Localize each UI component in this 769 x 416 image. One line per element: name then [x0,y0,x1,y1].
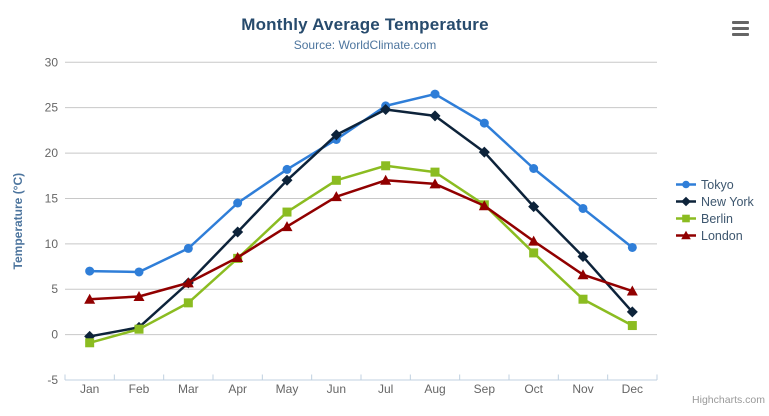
data-point-berlin[interactable] [282,207,292,217]
data-point-berlin[interactable] [529,248,539,258]
data-point-new-york[interactable] [528,201,540,213]
data-point-new-york[interactable] [429,110,441,122]
data-point-london[interactable] [330,191,342,202]
legend-label: Tokyo [701,177,734,192]
x-axis-label: Feb [129,382,150,396]
series-line-london[interactable] [89,179,633,301]
legend-item-berlin[interactable]: Berlin [676,210,754,227]
y-axis-label: 25 [45,101,59,115]
x-axis-label: Oct [524,382,543,396]
data-point-tokyo[interactable] [430,89,440,99]
data-point-london[interactable] [133,290,145,301]
legend-item-new-york[interactable]: New York [676,193,754,210]
data-point-tokyo[interactable] [233,198,243,208]
y-axis-label: -5 [47,373,58,387]
legend: Tokyo New York Berlin London [676,176,754,244]
data-point-berlin[interactable] [627,321,637,331]
y-axis-label: 20 [45,146,59,160]
y-axis-label: 10 [45,237,59,251]
data-point-berlin[interactable] [183,298,193,308]
data-point-london[interactable] [429,178,441,189]
y-axis-label: 30 [45,55,59,69]
series-line-tokyo[interactable] [89,92,634,274]
data-point-berlin[interactable] [134,324,144,334]
highcharts-credit-link[interactable]: Highcharts.com [692,394,765,406]
triangle-marker-icon [676,230,696,240]
data-point-tokyo[interactable] [282,164,292,174]
square-marker-icon [676,214,696,223]
legend-label: London [701,228,743,243]
hamburger-bar [732,33,749,36]
y-axis-label: 0 [51,328,58,342]
data-point-berlin[interactable] [430,167,440,177]
data-point-tokyo[interactable] [627,242,637,252]
data-point-london[interactable] [528,235,540,246]
data-point-london[interactable] [380,174,392,185]
x-axis-label: Jun [327,382,346,396]
data-point-new-york[interactable] [232,226,244,238]
x-axis-label: Jan [80,382,99,396]
y-axis-label: 5 [51,282,58,296]
data-point-london[interactable] [626,285,638,296]
y-axis-title: Temperature (°C) [11,173,25,270]
data-point-tokyo[interactable] [85,266,95,276]
chart-title: Monthly Average Temperature [241,15,489,34]
x-axis-label: Mar [178,382,199,396]
data-point-tokyo[interactable] [479,118,489,128]
data-point-tokyo[interactable] [183,243,193,253]
data-point-new-york[interactable] [380,104,392,116]
legend-item-london[interactable]: London [676,227,754,244]
data-point-tokyo[interactable] [578,203,588,213]
hamburger-bar [732,21,749,24]
data-point-berlin[interactable] [578,294,588,304]
x-axis-label: Dec [622,382,643,396]
data-point-london[interactable] [182,277,194,288]
legend-item-tokyo[interactable]: Tokyo [676,176,754,193]
x-axis-label: Aug [424,382,445,396]
diamond-marker-icon [676,196,696,207]
hamburger-icon[interactable] [732,21,749,36]
x-axis-label: Jul [378,382,393,396]
data-point-berlin[interactable] [85,338,95,348]
series-line-new-york[interactable] [89,108,634,338]
data-point-london[interactable] [84,293,96,304]
x-axis-label: Sep [474,382,496,396]
data-point-london[interactable] [281,221,293,232]
y-axis-label: 15 [45,191,59,205]
data-point-berlin[interactable] [381,161,391,171]
data-point-london[interactable] [232,251,244,262]
data-point-london[interactable] [478,200,490,211]
chart-subtitle: Source: WorldClimate.com [293,38,437,52]
data-point-tokyo[interactable] [529,164,539,174]
hamburger-bar [732,27,749,30]
data-point-new-york[interactable] [577,251,589,263]
data-point-new-york[interactable] [478,146,490,158]
data-point-london[interactable] [577,269,589,280]
data-point-new-york[interactable] [330,129,342,141]
x-axis-label: May [276,382,299,396]
data-point-new-york[interactable] [626,306,638,318]
data-point-tokyo[interactable] [134,267,144,277]
data-point-berlin[interactable] [331,175,341,185]
x-axis-label: Apr [228,382,247,396]
legend-label: New York [701,194,754,209]
circle-marker-icon [676,180,696,189]
legend-label: Berlin [701,211,733,226]
x-axis-label: Nov [572,382,593,396]
data-point-new-york[interactable] [281,174,293,186]
series-line-berlin[interactable] [89,164,633,344]
